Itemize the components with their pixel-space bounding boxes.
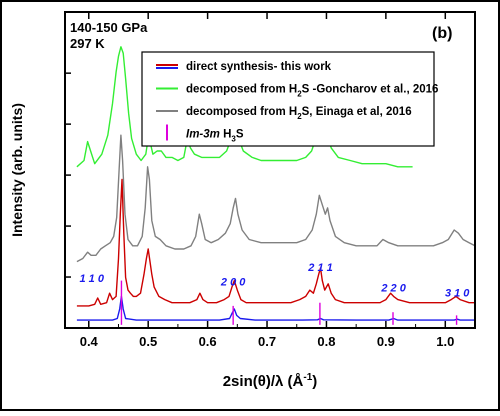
legend-label: direct synthesis- this work (186, 61, 332, 73)
legend-label: Im-3m H3S (186, 129, 244, 144)
legend-box (141, 51, 435, 147)
x-tick-label: 0.4 (80, 334, 99, 349)
legend-label: decomposed from H2S -Goncharov et al., 2… (186, 84, 438, 99)
x-axis-label-main: 2sin(θ)/λ ( (223, 373, 293, 390)
series-line-1 (76, 134, 476, 263)
peak-label: 2 1 1 (307, 262, 332, 274)
x-tick-label: 1.0 (436, 334, 454, 349)
peak-labels-layer: 1 1 0 2 0 0 2 1 1 2 2 0 3 1 0 (80, 262, 471, 299)
panel-label: (b) (432, 25, 452, 42)
legend-label-part: S -Goncharov et al., 2016 (302, 84, 439, 96)
legend-label-part: Im-3m (186, 129, 220, 141)
series-line-2 (76, 178, 475, 307)
x-tick-label: 0.7 (258, 334, 276, 349)
legend-label-part: direct synthesis- this work (186, 61, 332, 73)
legend-label-part: H (220, 129, 232, 141)
plot-frame (64, 11, 476, 329)
ticks-layer: 0.4 0.5 0.6 0.7 0.8 0.9 1.0 (65, 12, 476, 349)
legend: direct synthesis- this work decomposed fr… (141, 51, 438, 147)
legend-label-part: S (236, 129, 244, 141)
x-tick-label: 0.9 (377, 334, 395, 349)
legend-label-part: 2 (297, 90, 302, 99)
reference-bars-layer (120, 280, 458, 325)
legend-label-part: 3 (231, 135, 236, 144)
peak-label: 2 0 0 (220, 276, 246, 288)
peak-label: 1 1 0 (80, 273, 105, 285)
x-tick-label: 0.8 (317, 334, 335, 349)
legend-label-part: decomposed from H (186, 84, 297, 96)
legend-label-part: 2 (297, 112, 302, 121)
temperature-annotation: 297 K (70, 36, 105, 51)
x-axis-label: 2sin(θ)/λ (Å-1) (223, 372, 318, 390)
x-tick-label: 0.6 (199, 334, 217, 349)
x-axis-label-unit: Å (293, 373, 304, 390)
peak-label: 3 1 0 (445, 287, 470, 299)
legend-label-part: decomposed from H (186, 106, 297, 118)
series-layer (76, 46, 476, 321)
x-tick-label: 0.5 (139, 334, 157, 349)
legend-label-part: S, Einaga et al, 2016 (302, 106, 412, 118)
x-axis-label-close: ) (312, 373, 317, 390)
x-axis-label-sup: -1 (303, 372, 312, 383)
y-axis-label: Intensity (arb. units) (9, 103, 25, 237)
pressure-annotation: 140-150 GPa (70, 20, 148, 35)
peak-label: 2 2 0 (380, 283, 406, 295)
legend-label: decomposed from H2S, Einaga et al, 2016 (186, 106, 412, 121)
